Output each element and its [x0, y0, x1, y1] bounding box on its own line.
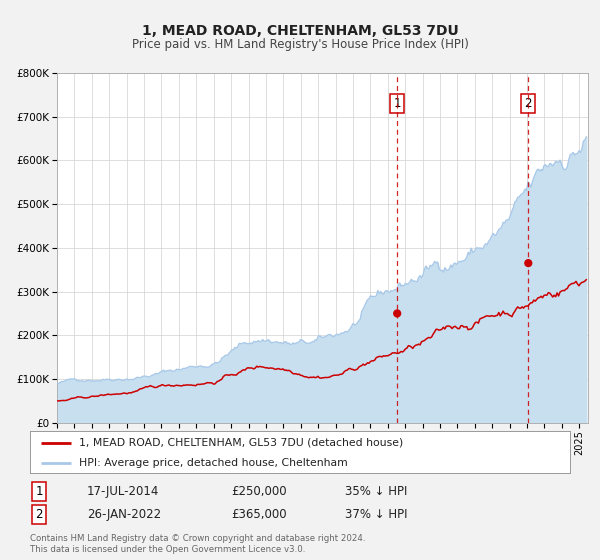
Text: 37% ↓ HPI: 37% ↓ HPI — [345, 507, 407, 521]
Text: 1, MEAD ROAD, CHELTENHAM, GL53 7DU (detached house): 1, MEAD ROAD, CHELTENHAM, GL53 7DU (deta… — [79, 437, 403, 447]
Text: 1, MEAD ROAD, CHELTENHAM, GL53 7DU: 1, MEAD ROAD, CHELTENHAM, GL53 7DU — [142, 24, 458, 38]
Text: 35% ↓ HPI: 35% ↓ HPI — [345, 485, 407, 498]
Point — [523, 259, 533, 268]
Text: 1: 1 — [394, 97, 401, 110]
Text: This data is licensed under the Open Government Licence v3.0.: This data is licensed under the Open Gov… — [30, 545, 305, 554]
Text: Price paid vs. HM Land Registry's House Price Index (HPI): Price paid vs. HM Land Registry's House … — [131, 38, 469, 51]
Point — [392, 309, 402, 318]
Text: 17-JUL-2014: 17-JUL-2014 — [87, 485, 160, 498]
Text: HPI: Average price, detached house, Cheltenham: HPI: Average price, detached house, Chel… — [79, 458, 347, 468]
Text: £250,000: £250,000 — [231, 485, 287, 498]
Text: Contains HM Land Registry data © Crown copyright and database right 2024.: Contains HM Land Registry data © Crown c… — [30, 534, 365, 543]
Text: 26-JAN-2022: 26-JAN-2022 — [87, 507, 161, 521]
Text: 2: 2 — [524, 97, 532, 110]
Text: 1: 1 — [35, 485, 43, 498]
Text: 2: 2 — [35, 507, 43, 521]
Text: £365,000: £365,000 — [231, 507, 287, 521]
